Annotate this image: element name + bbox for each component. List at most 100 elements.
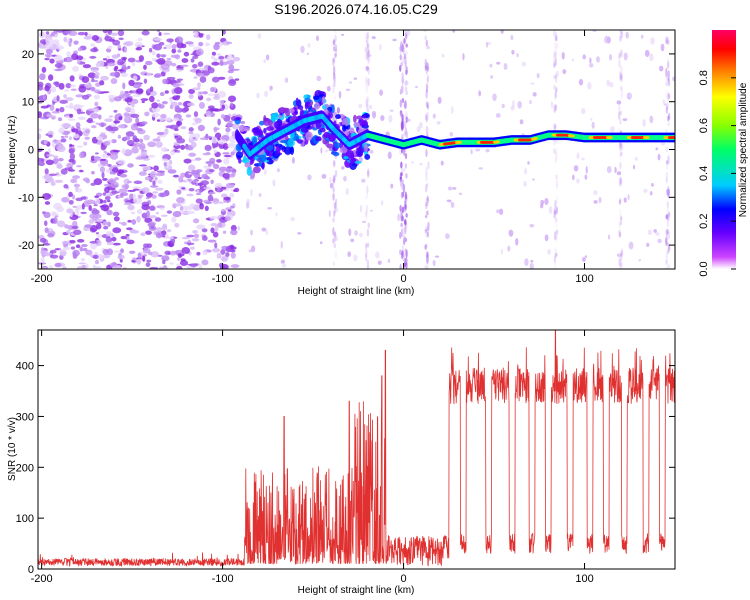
1-ytick-label: 0 xyxy=(28,564,34,576)
spectrogram-noise-blob xyxy=(177,43,183,46)
spectrogram-streak xyxy=(620,94,623,100)
spectrogram-noise-blob xyxy=(135,117,140,125)
spectrogram-noise-blob xyxy=(50,33,55,37)
spectrogram-noise-blob xyxy=(127,219,132,223)
spectrogram-streak xyxy=(425,66,428,75)
spectrogram-noise-blob xyxy=(216,186,221,193)
spectrogram-streak xyxy=(402,183,406,194)
spectrogram-noise-blob xyxy=(94,156,102,159)
spectrogram-noise-blob xyxy=(147,222,156,228)
spectrogram-noise-blob xyxy=(307,174,312,181)
spectrogram-noise-blob xyxy=(83,35,93,40)
spectrogram-emerging-blob xyxy=(305,131,313,141)
spectrogram-noise-blob xyxy=(161,255,170,262)
spectrogram-noise-blob xyxy=(609,126,615,133)
1-ytick-label: 100 xyxy=(16,513,34,525)
spectrogram-noise-blob xyxy=(174,203,182,207)
spectrogram-noise-blob xyxy=(46,53,51,59)
spectrogram-noise-blob xyxy=(495,209,501,214)
spectrogram-noise-blob xyxy=(194,157,202,161)
spectrogram-noise-blob xyxy=(192,230,199,234)
spectrogram-noise-blob xyxy=(119,258,123,263)
spectrogram-noise-blob xyxy=(655,147,659,151)
spectrogram-streak xyxy=(365,37,369,44)
spectrogram-noise-blob xyxy=(319,241,323,245)
spectrogram-noise-blob xyxy=(218,76,226,80)
spectrogram-noise-blob xyxy=(523,180,527,187)
spectrogram-streak xyxy=(366,96,369,104)
spectrogram-noise-blob xyxy=(217,90,227,98)
spectrogram-noise-blob xyxy=(46,113,53,118)
spectrogram-noise-blob xyxy=(61,196,70,203)
spectrogram-streak xyxy=(426,232,430,238)
spectrogram-noise-blob xyxy=(532,92,537,97)
spectrogram-noise-blob xyxy=(79,246,84,252)
spectrogram-noise-blob xyxy=(263,59,267,64)
spectrogram-noise-blob xyxy=(102,141,111,146)
spectrogram-noise-blob xyxy=(154,73,163,78)
spectrogram-noise-blob xyxy=(121,221,127,226)
spectrogram-noise-blob xyxy=(145,262,151,267)
spectrogram-noise-blob xyxy=(89,242,98,250)
spectrogram-noise-blob xyxy=(208,137,213,141)
spectrogram-noise-blob xyxy=(75,94,84,98)
spectrogram-noise-blob xyxy=(66,208,74,214)
spectrogram-noise-blob xyxy=(153,43,163,51)
spectrogram-noise-blob xyxy=(51,141,56,148)
spectrogram-noise-blob xyxy=(148,95,155,103)
spectrogram-streak xyxy=(618,177,622,187)
spectrogram-noise-blob xyxy=(84,129,91,134)
spectrogram-streak xyxy=(619,161,622,171)
spectrogram-noise-blob xyxy=(161,158,169,162)
spectrogram-streak xyxy=(619,215,623,221)
spectrogram-noise-blob xyxy=(112,227,122,234)
spectrogram-streak xyxy=(426,66,430,72)
spectrogram-streak xyxy=(334,201,338,207)
spectrogram-streak xyxy=(553,210,556,219)
spectrogram-streak xyxy=(425,83,429,93)
spectrogram-streak xyxy=(403,236,406,242)
spectrogram-streak xyxy=(426,210,429,216)
spectrogram-noise-blob xyxy=(358,103,363,109)
spectrogram-noise-blob xyxy=(108,94,116,99)
spectrogram-streak xyxy=(426,197,429,203)
spectrogram-noise-blob xyxy=(117,112,122,117)
spectrogram-streak xyxy=(665,106,669,115)
spectrogram-noise-blob xyxy=(43,211,51,219)
spectrogram-emerging-blob xyxy=(325,103,329,109)
spectrogram-noise-blob xyxy=(148,47,153,53)
spectrogram-streak xyxy=(665,253,668,264)
spectrogram-noise-blob xyxy=(63,36,68,43)
spectrogram-noise-blob xyxy=(529,99,532,105)
spectrogram-noise-blob xyxy=(390,183,394,189)
spectrogram-streak xyxy=(555,88,558,94)
spectrogram-noise-blob xyxy=(174,106,181,111)
spectrogram-noise-blob xyxy=(188,131,194,135)
spectrogram-noise-blob xyxy=(328,210,331,218)
spectrogram-noise-blob xyxy=(571,58,575,62)
spectrogram-noise-blob xyxy=(192,218,200,224)
spectrogram-noise-blob xyxy=(82,177,90,182)
spectrogram-noise-blob xyxy=(209,216,218,219)
spectrogram-noise-blob xyxy=(116,159,126,165)
spectrogram-noise-blob xyxy=(138,195,143,199)
spectrogram-noise-blob xyxy=(440,160,444,166)
spectrogram-noise-blob xyxy=(511,100,515,109)
spectrogram-noise-blob xyxy=(63,184,69,189)
spectrogram-streak xyxy=(399,65,402,72)
spectrogram-noise-blob xyxy=(89,240,98,244)
spectrogram-noise-blob xyxy=(53,81,59,86)
spectrogram-streak xyxy=(424,231,428,238)
spectrogram-noise-blob xyxy=(578,78,584,86)
spectrogram-noise-blob xyxy=(204,205,209,212)
spectrogram-streak xyxy=(553,104,556,113)
spectrogram-streak xyxy=(366,108,370,113)
spectrogram-streak xyxy=(554,253,557,259)
spectrogram-noise-blob xyxy=(257,33,262,39)
0-xtick-label: 0 xyxy=(400,273,406,285)
spectrogram-emerging-blob xyxy=(332,151,340,157)
spectrogram-noise-blob xyxy=(547,249,552,255)
spectrogram-noise-blob xyxy=(38,146,43,150)
spectrogram-noise-blob xyxy=(226,166,233,169)
spectrogram-noise-blob xyxy=(151,50,156,56)
